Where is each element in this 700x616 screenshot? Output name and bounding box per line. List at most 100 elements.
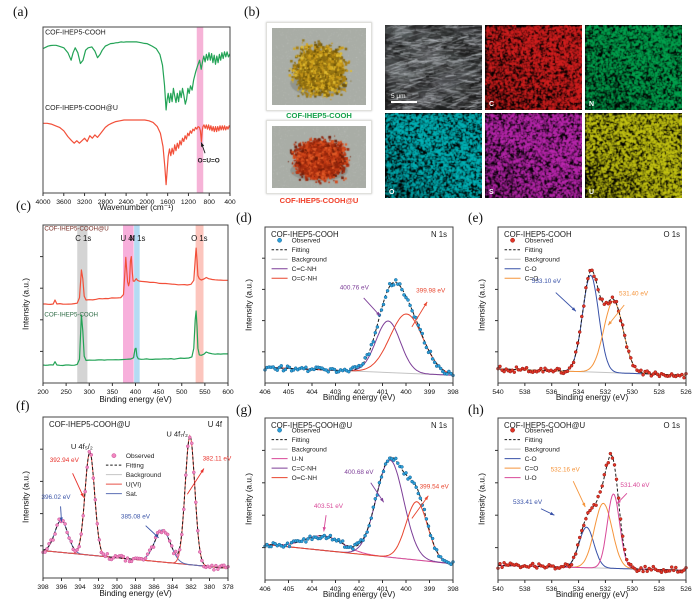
- plot-corner-d: N 1s: [430, 230, 447, 239]
- x-tick-label: 398: [447, 389, 459, 396]
- observed-dot: [371, 340, 376, 344]
- observed-dot: [575, 543, 580, 547]
- observed-dot: [304, 365, 308, 370]
- annotation-text: 400.76 eV: [340, 284, 370, 291]
- legend-marker-dot: [510, 237, 515, 243]
- d-plot-svg: 406 405 404 403 402 401 400 399 398 Observed Fitti…: [259, 226, 459, 396]
- observed-dot: [377, 480, 382, 485]
- observed-dot: [428, 349, 433, 354]
- observed-dot: [535, 566, 539, 570]
- annotation-text: 392.94 eV: [50, 457, 80, 464]
- observed-dot: [69, 539, 73, 544]
- x-tick-label: 399: [424, 389, 436, 396]
- observed-dot: [614, 477, 619, 482]
- plot-corner-f: U 4f: [207, 420, 222, 429]
- observed-dot: [143, 556, 148, 561]
- annotation-arrowhead: [423, 301, 428, 307]
- observed-dot: [667, 569, 672, 573]
- observed-dot: [639, 566, 643, 570]
- observed-dot: [669, 372, 674, 376]
- observed-dot: [567, 564, 572, 569]
- observed-dot: [575, 341, 580, 345]
- observed-dot: [569, 562, 574, 567]
- observed-dot: [412, 481, 416, 486]
- annotation-arrowhead: [200, 468, 204, 473]
- observed-dot: [586, 276, 590, 281]
- observed-dot: [408, 303, 412, 308]
- annotation-text: 385.08 eV: [121, 513, 151, 520]
- annotation-text: 400.68 eV: [344, 469, 374, 476]
- observed-dot: [400, 287, 404, 292]
- observed-dot: [577, 535, 582, 540]
- band-label: U 4f: [120, 234, 135, 243]
- observed-dot: [624, 345, 629, 349]
- legend-label: Fitting: [525, 247, 543, 254]
- a-plot-svg: COF-IHEP5-COOH COF-IHEP5-COOH@U 4000 3600 32…: [35, 26, 236, 206]
- x-tick-label: 536: [546, 586, 558, 593]
- observed-dot: [43, 550, 47, 554]
- observed-dot: [557, 367, 562, 371]
- observed-dot: [53, 532, 57, 536]
- highlight-band: [196, 27, 204, 193]
- observed-dot: [582, 304, 586, 308]
- observed-dot: [569, 363, 574, 368]
- annotation-arrow: [555, 292, 577, 312]
- annotation-text: 531.40 eV: [619, 291, 649, 298]
- annotation-arrowhead: [80, 493, 84, 498]
- yaxis-label-d: Intensity (a.u.): [244, 279, 254, 331]
- peak-label: U 4f₅/₂: [71, 442, 93, 451]
- plot-corner-g: N 1s: [430, 421, 447, 430]
- eds-label-n: N: [589, 101, 595, 108]
- legend-label: U-O: [525, 475, 537, 482]
- observed-dot: [328, 533, 333, 538]
- observed-dot: [584, 285, 588, 290]
- observed-dot: [680, 372, 684, 377]
- annotation-arrow: [572, 480, 586, 508]
- observed-dot: [608, 451, 613, 456]
- legend-marker-dot: [111, 453, 117, 458]
- legend-label: Fitting: [525, 437, 543, 444]
- observed-dot: [573, 552, 578, 556]
- scale-bar-text: 5 μm: [391, 93, 406, 100]
- observed-dot: [375, 325, 380, 329]
- observed-dot: [312, 367, 316, 372]
- observed-dot: [537, 368, 541, 373]
- observed-dot: [111, 556, 116, 560]
- observed-dot: [502, 369, 506, 374]
- observed-dot: [171, 551, 176, 556]
- x-tick-label: 400: [400, 389, 412, 396]
- observed-dot: [639, 368, 643, 373]
- annotation-text: 382.11 eV: [203, 455, 232, 462]
- observed-dot: [101, 552, 106, 556]
- x-tick-label: 402: [353, 586, 365, 593]
- x-tick-label: 2400: [119, 199, 134, 206]
- observed-dot: [196, 528, 200, 533]
- x-tick-label: 500: [176, 389, 188, 396]
- observed-dot: [93, 497, 98, 502]
- eds-label-c: C: [489, 101, 495, 108]
- x-tick-label: 200: [37, 389, 49, 396]
- observed-dot: [596, 287, 600, 292]
- yaxis-label-f: Intensity (a.u.): [21, 471, 31, 523]
- observed-dot: [592, 274, 596, 278]
- eds-label-s: S: [489, 189, 494, 196]
- annotation-arrow: [411, 301, 428, 328]
- x-tick-label: 2800: [98, 199, 113, 206]
- scale-bar: 5 μm: [391, 93, 417, 103]
- observed-dot: [594, 503, 598, 507]
- observed-dot: [169, 544, 174, 548]
- observed-dot: [428, 533, 433, 538]
- observed-dot: [618, 318, 623, 323]
- x-tick-label: 526: [680, 389, 692, 396]
- observed-dot: [561, 564, 566, 569]
- annotation-arrowhead: [154, 533, 159, 538]
- observed-dot: [271, 365, 275, 369]
- observed-dot: [385, 459, 390, 463]
- observed-dot: [420, 331, 425, 336]
- observed-dot: [287, 365, 292, 370]
- annotation-arrow: [186, 468, 205, 495]
- observed-dot: [441, 369, 445, 374]
- peak-label: U 4f₇/₂: [166, 429, 188, 438]
- observed-dot: [363, 533, 367, 538]
- plot-title-h: COF-IHEP5-COOH@U: [504, 421, 586, 430]
